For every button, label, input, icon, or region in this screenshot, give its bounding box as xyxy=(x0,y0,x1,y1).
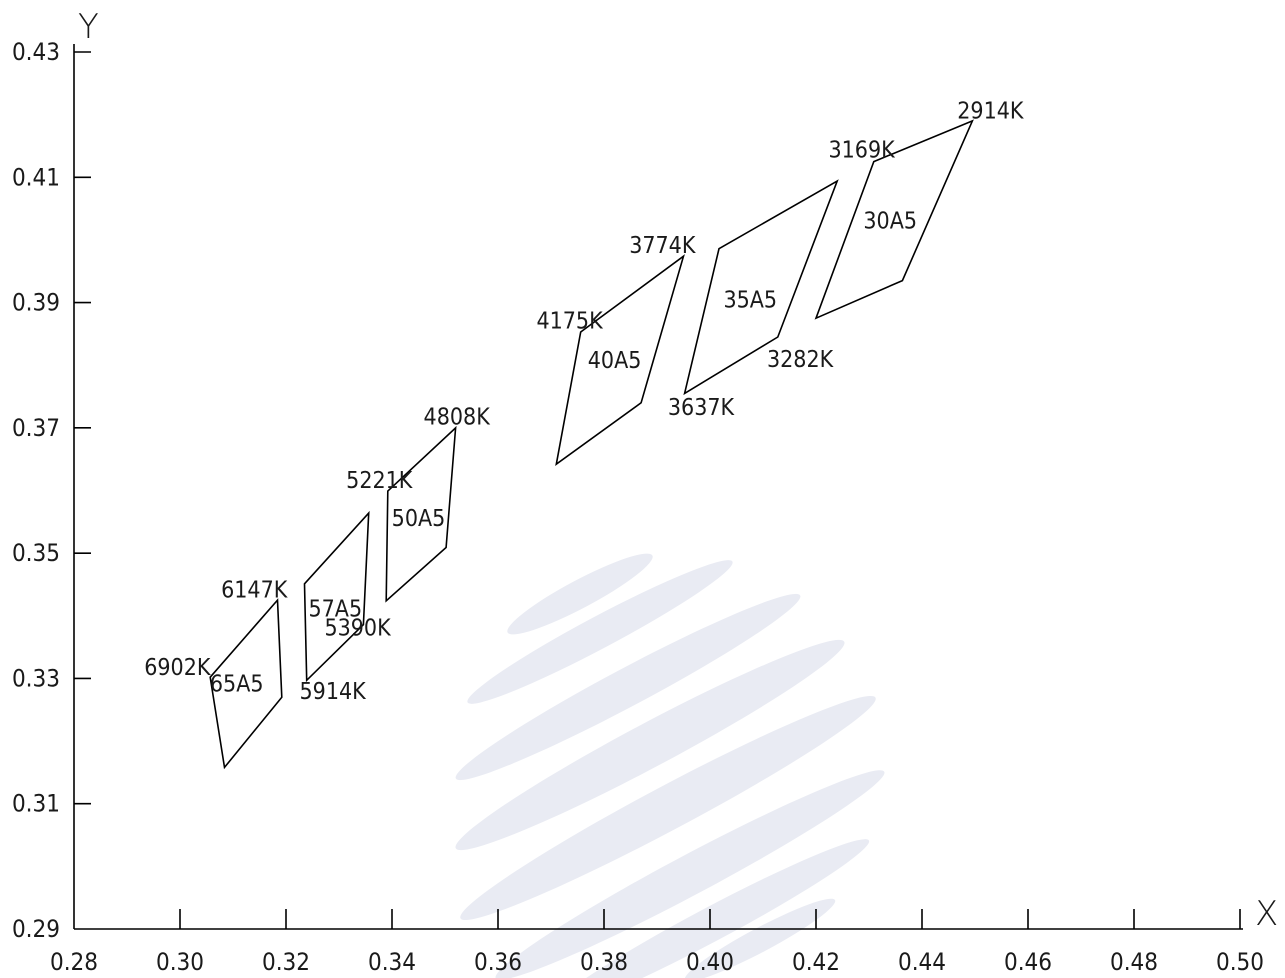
x-axis-title: X xyxy=(1255,894,1278,934)
bin-label: 50A5 xyxy=(392,506,446,532)
bin-label: 40A5 xyxy=(588,348,642,374)
x-tick-label: 0.38 xyxy=(580,948,628,976)
bin-label: 30A5 xyxy=(863,209,917,235)
x-tick-label: 0.42 xyxy=(792,948,840,976)
watermark-logo xyxy=(455,553,885,978)
y-tick-label: 0.37 xyxy=(12,414,60,442)
bin-region-50a5 xyxy=(385,425,457,603)
bin-label: 35A5 xyxy=(723,287,777,313)
x-tick-label: 0.28 xyxy=(50,948,98,976)
cct-label: 5221K xyxy=(346,468,413,494)
y-axis-ticks: 0.29 0.31 0.33 0.35 0.37 0.39 0.41 0.43 xyxy=(12,38,91,943)
bin-region-40a5 xyxy=(555,254,685,467)
bin-label: 65A5 xyxy=(210,671,264,697)
cct-label: 3774K xyxy=(629,233,696,259)
y-axis-title: Y xyxy=(78,7,99,47)
cct-label: 5390K xyxy=(324,616,391,642)
x-tick-label: 0.30 xyxy=(156,948,204,976)
x-tick-label: 0.36 xyxy=(474,948,522,976)
cct-label: 4808K xyxy=(424,405,491,431)
bin-regions: 65A5 57A5 50A5 40A5 35A5 30A5 xyxy=(209,119,974,770)
bin-region-35a5 xyxy=(683,179,839,396)
bin-region-30a5 xyxy=(814,119,974,320)
cct-label: 6902K xyxy=(144,655,211,681)
x-tick-label: 0.40 xyxy=(686,948,734,976)
x-tick-label: 0.48 xyxy=(1110,948,1158,976)
cct-label: 3637K xyxy=(668,395,735,421)
y-tick-label: 0.43 xyxy=(12,38,60,66)
bin-region-65a5 xyxy=(209,598,283,770)
bin-region-57a5 xyxy=(303,510,370,683)
cct-label: 6147K xyxy=(221,577,288,603)
y-tick-label: 0.33 xyxy=(12,664,60,692)
x-tick-label: 0.32 xyxy=(262,948,310,976)
cct-label: 5914K xyxy=(300,679,367,705)
x-tick-label: 0.50 xyxy=(1216,948,1264,976)
y-tick-label: 0.31 xyxy=(12,790,60,818)
cct-label: 3282K xyxy=(767,347,834,373)
bin-label: 57A5 xyxy=(308,596,362,622)
y-tick-label: 0.39 xyxy=(12,289,60,317)
y-tick-label: 0.29 xyxy=(12,915,60,943)
cct-label: 4175K xyxy=(536,309,603,335)
cct-label: 3169K xyxy=(828,138,895,164)
x-axis-ticks: 0.28 0.30 0.32 0.34 0.36 0.38 0.40 0.42 0.44 0.46… xyxy=(50,909,1264,976)
cct-label: 2914K xyxy=(957,98,1024,124)
x-tick-label: 0.34 xyxy=(368,948,416,976)
cct-annotations: 6902K 6147K 5914K 5390K 5221K 4808K 4175K 3774K… xyxy=(144,98,1024,705)
x-tick-label: 0.46 xyxy=(1004,948,1052,976)
y-tick-label: 0.35 xyxy=(12,539,60,567)
y-tick-label: 0.41 xyxy=(12,163,60,191)
x-tick-label: 0.44 xyxy=(898,948,946,976)
